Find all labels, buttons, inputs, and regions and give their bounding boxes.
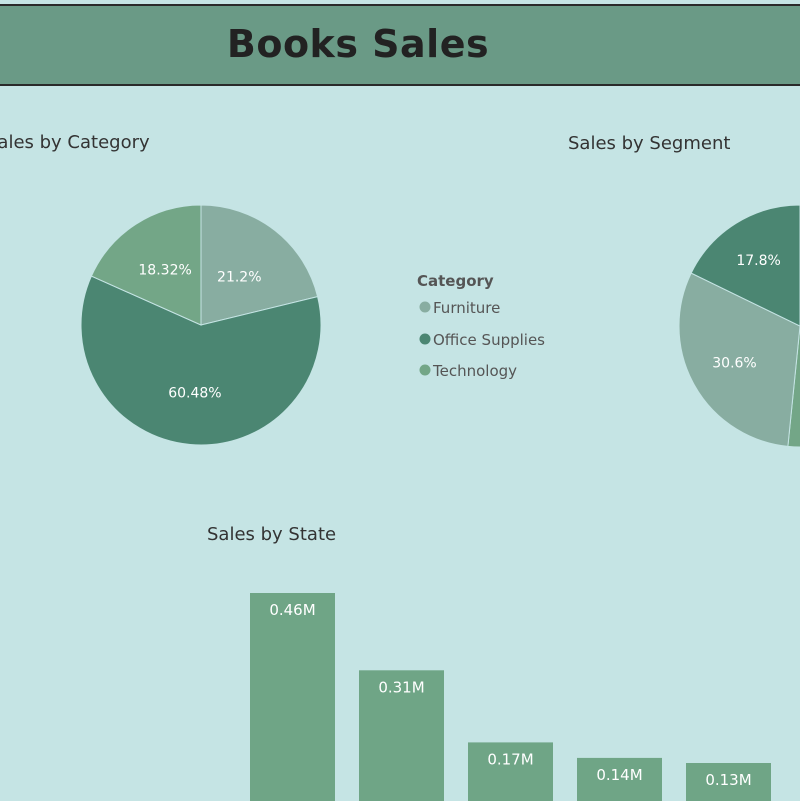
state-bar-4[interactable] <box>577 757 662 801</box>
state-bar-3[interactable] <box>468 742 553 801</box>
segment-pie-labels: 30.6% 17.8% <box>712 253 781 372</box>
header-banner: Books Sales <box>0 4 800 86</box>
state-bars[interactable] <box>250 593 771 801</box>
segment-slice-label-2: 30.6% <box>712 356 756 372</box>
state-bar-5[interactable] <box>686 763 771 801</box>
category-slice-office-supplies[interactable] <box>80 275 322 446</box>
state-bar-2[interactable] <box>359 670 444 801</box>
segment-chart-title: Sales by Segment <box>568 133 730 154</box>
category-legend[interactable]: Category Furniture Office Supplies Techn… <box>417 272 545 380</box>
state-bar-label-1: 0.46M <box>269 601 315 619</box>
legend-title: Category <box>417 272 494 290</box>
legend-dot-furniture <box>419 301 431 313</box>
legend-label-furniture: Furniture <box>433 299 500 317</box>
legend-dot-technology <box>419 364 431 376</box>
category-pie-slices[interactable] <box>80 204 322 446</box>
segment-slice-3[interactable] <box>690 204 800 327</box>
segment-slice-2[interactable] <box>678 272 800 447</box>
state-bar-label-2: 0.31M <box>378 678 424 696</box>
category-slice-technology[interactable] <box>90 204 202 326</box>
category-slice-label-office-supplies: 60.48% <box>168 386 221 402</box>
state-bar-label-3: 0.17M <box>487 750 533 768</box>
page-title: Books Sales <box>226 22 490 66</box>
segment-pie-slices[interactable] <box>678 204 800 448</box>
legend-item-technology[interactable]: Technology <box>419 362 518 380</box>
category-pie-labels: 21.2% 60.48% 18.32% <box>138 263 261 402</box>
category-chart-title: Sales by Category <box>0 132 150 153</box>
legend-dot-office-supplies <box>419 333 431 345</box>
category-slice-label-technology: 18.32% <box>138 263 191 279</box>
state-bar-visual[interactable]: Sales by State 0.46M 0.31M 0.17M 0.14M 0.13M <box>207 524 771 801</box>
state-bar-1[interactable] <box>250 593 335 801</box>
state-bar-label-4: 0.14M <box>596 766 642 784</box>
state-bar-labels: 0.46M 0.31M 0.17M 0.14M 0.13M <box>269 601 751 789</box>
legend-item-furniture[interactable]: Furniture <box>419 299 501 317</box>
segment-slice-label-3: 17.8% <box>736 253 780 269</box>
category-slice-furniture[interactable] <box>200 204 319 326</box>
legend-item-office-supplies[interactable]: Office Supplies <box>419 331 546 349</box>
state-chart-title: Sales by State <box>207 524 336 545</box>
segment-pie-visual[interactable]: Sales by Segment 30.6% 17.8% <box>568 133 800 448</box>
segment-slice-1[interactable] <box>787 204 800 448</box>
legend-label-technology: Technology <box>432 362 517 380</box>
category-slice-label-furniture: 21.2% <box>217 269 261 285</box>
state-bar-label-5: 0.13M <box>705 771 751 789</box>
category-pie-visual[interactable]: Sales by Category 21.2% 60.48% 18.32% Cate… <box>0 132 545 446</box>
legend-label-office-supplies: Office Supplies <box>433 331 545 349</box>
